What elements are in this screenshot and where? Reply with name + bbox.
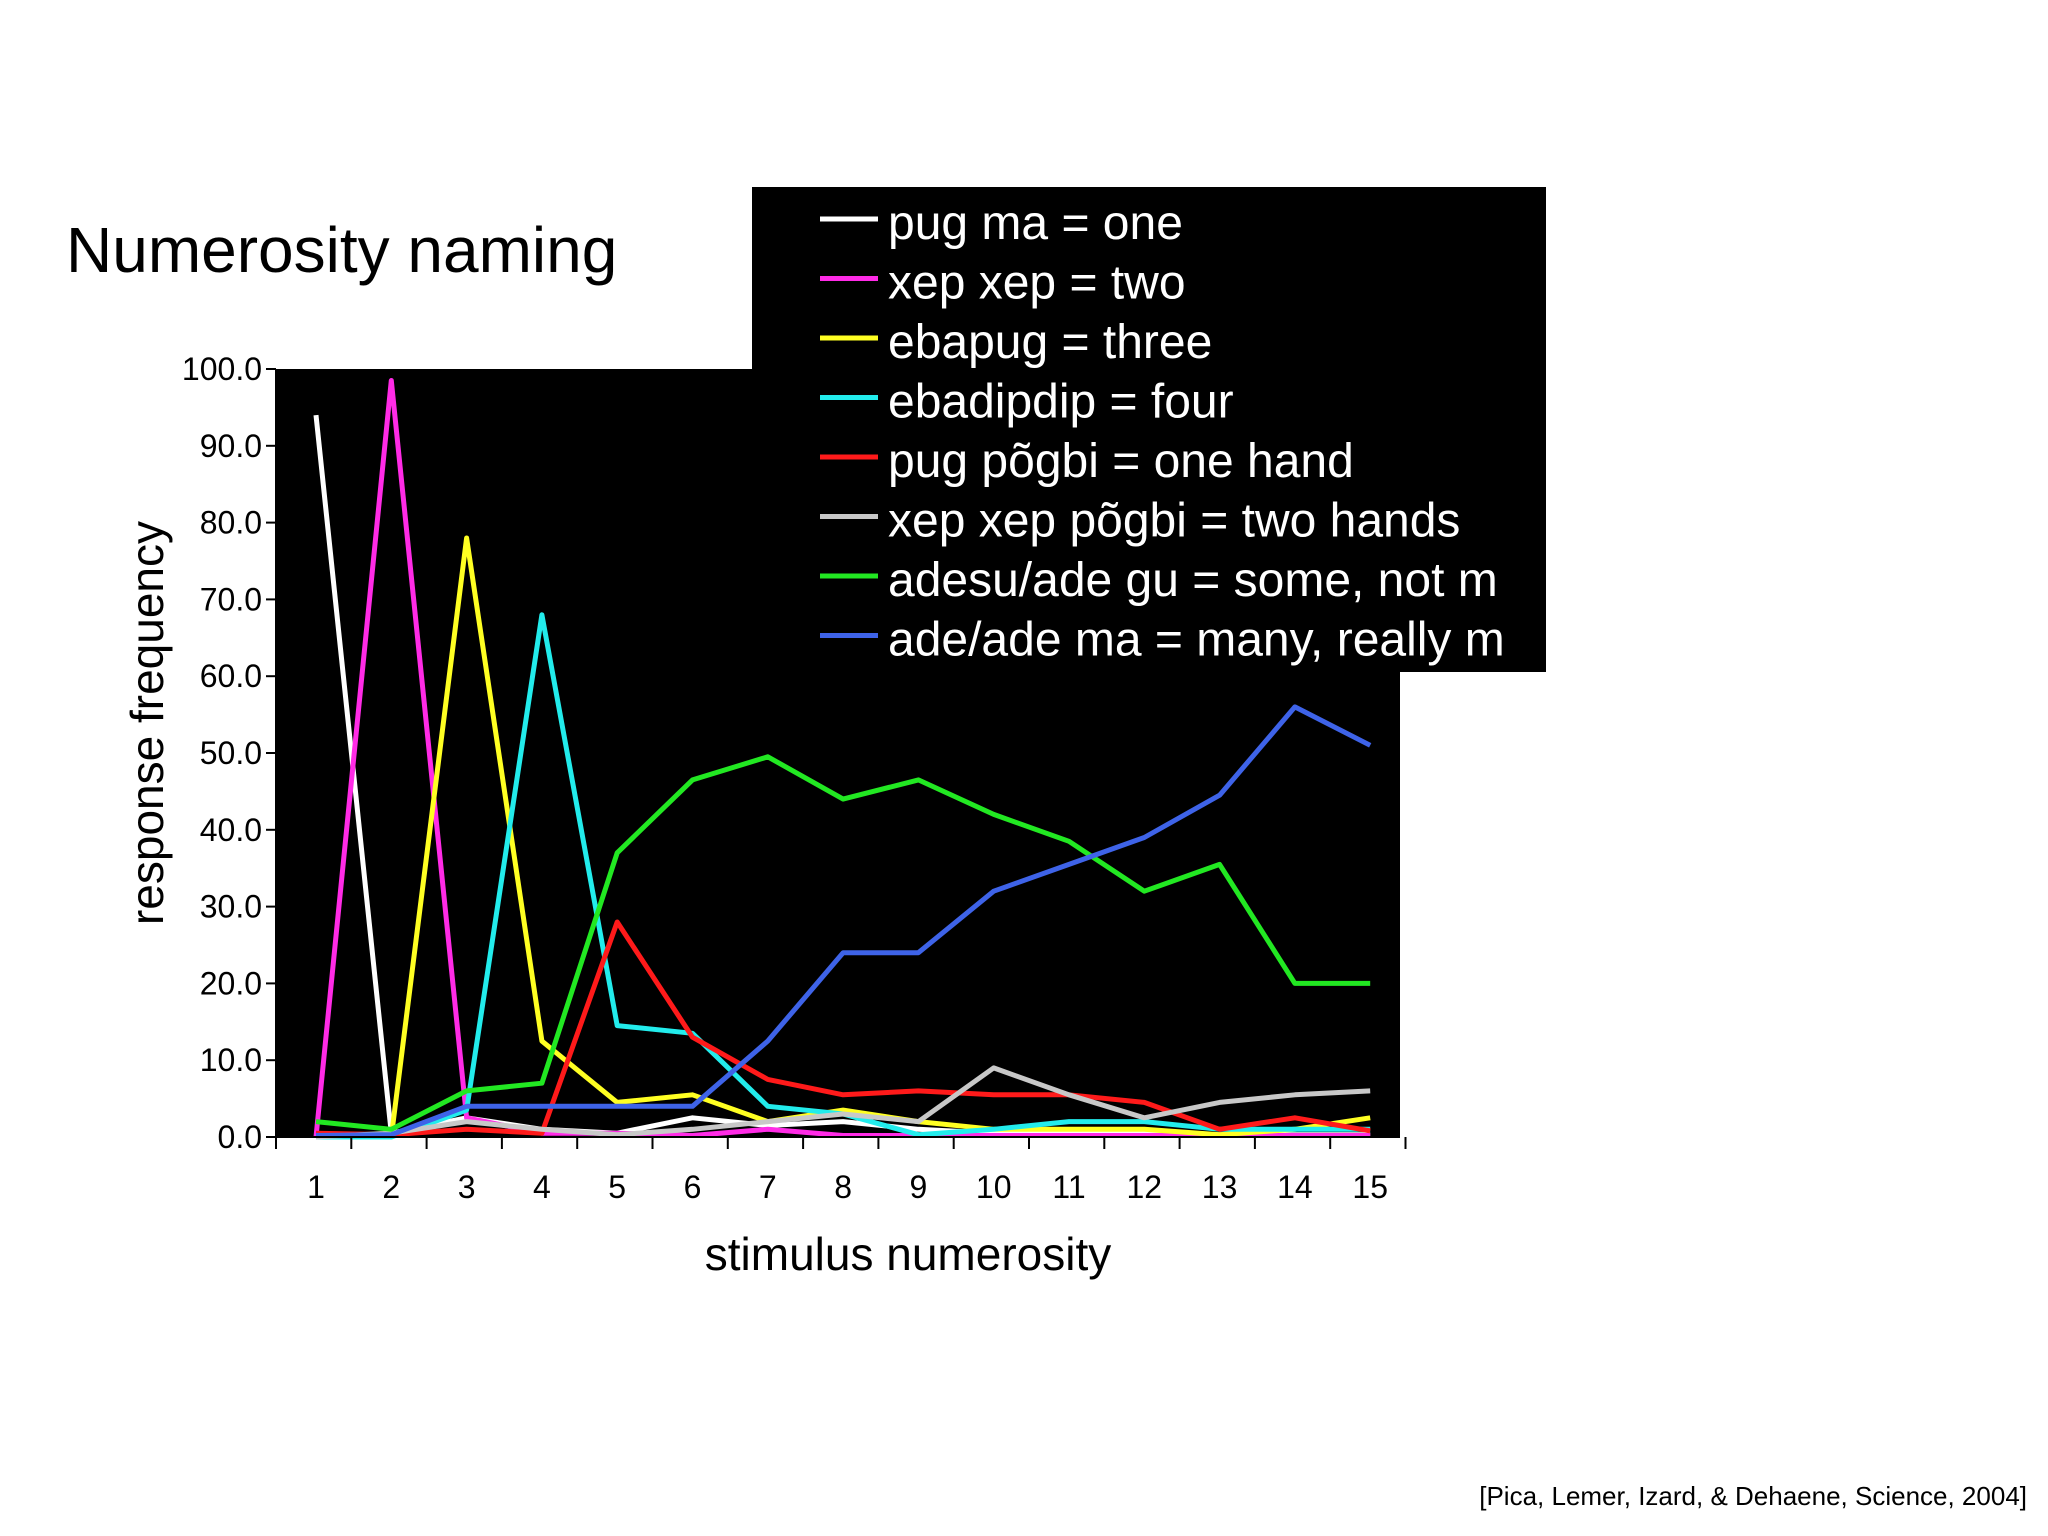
x-tick-label: 13 (1202, 1169, 1238, 1205)
legend-label: ade/ade ma = many, really m (888, 614, 1505, 667)
legend-entries: pug ma = one xep xep = two ebapug = three e… (820, 197, 1505, 667)
legend-label: pug ma = one (888, 197, 1183, 250)
y-tick-label: 50.0 (200, 735, 262, 771)
x-tick-label: 14 (1277, 1169, 1313, 1205)
y-tick-label: 60.0 (200, 658, 262, 694)
series-line-7 (315, 754, 1371, 1132)
x-tick-label: 2 (382, 1169, 400, 1205)
legend-label: xep xep = two (888, 257, 1186, 310)
y-axis-title: response frequency (121, 521, 173, 925)
legend-label: ebapug = three (888, 316, 1212, 369)
y-tick-label: 90.0 (200, 428, 262, 464)
x-tick-label: 9 (910, 1169, 928, 1205)
legend-box (752, 187, 1546, 672)
legend-label: pug põgbi = one hand (888, 435, 1354, 488)
slide-title: Numerosity naming (66, 214, 618, 286)
x-tick-label: 12 (1127, 1169, 1163, 1205)
x-tick-label: 6 (684, 1169, 702, 1205)
x-tick-label: 5 (608, 1169, 626, 1205)
y-tick-label: 20.0 (200, 965, 262, 1001)
y-tick-label: 30.0 (200, 889, 262, 925)
x-tick-label: 3 (458, 1169, 476, 1205)
y-tick-label: 40.0 (200, 812, 262, 848)
y-tick-label: 100.0 (182, 351, 262, 387)
x-tick-label: 1 (307, 1169, 325, 1205)
y-tick-label: 10.0 (200, 1042, 262, 1078)
y-tick-label: 80.0 (200, 505, 262, 541)
x-tick-label: 15 (1352, 1169, 1388, 1205)
axes (266, 368, 1407, 1149)
series-line-5 (315, 919, 1371, 1138)
x-tick-label: 7 (759, 1169, 777, 1205)
legend-label: xep xep põgbi = two hands (888, 495, 1460, 548)
y-tick-label: 70.0 (200, 581, 262, 617)
series-line-6 (315, 1065, 1371, 1140)
citation: [Pica, Lemer, Izard, & Dehaene, Science,… (1479, 1481, 2027, 1511)
legend-label: adesu/ade gu = some, not m (888, 554, 1498, 607)
x-tick-label: 10 (976, 1169, 1012, 1205)
series-line-8 (315, 704, 1372, 1138)
x-tick-label: 4 (533, 1169, 551, 1205)
x-axis-title: stimulus numerosity (705, 1228, 1111, 1280)
legend-label: ebadipdip = four (888, 376, 1234, 429)
axis-labels: 0.0 10.0 20.0 30.0 40.0 50.0 60.0 70.0 80.0 90.0 1… (182, 351, 1388, 1205)
series-line-3 (316, 535, 1371, 1140)
y-tick-label: 0.0 (218, 1119, 262, 1155)
x-tick-label: 8 (834, 1169, 852, 1205)
legend: pug ma = one xep xep = two ebapug = three e… (752, 187, 1546, 672)
x-tick-label: 11 (1052, 1169, 1085, 1205)
series-lines (313, 378, 1372, 1140)
